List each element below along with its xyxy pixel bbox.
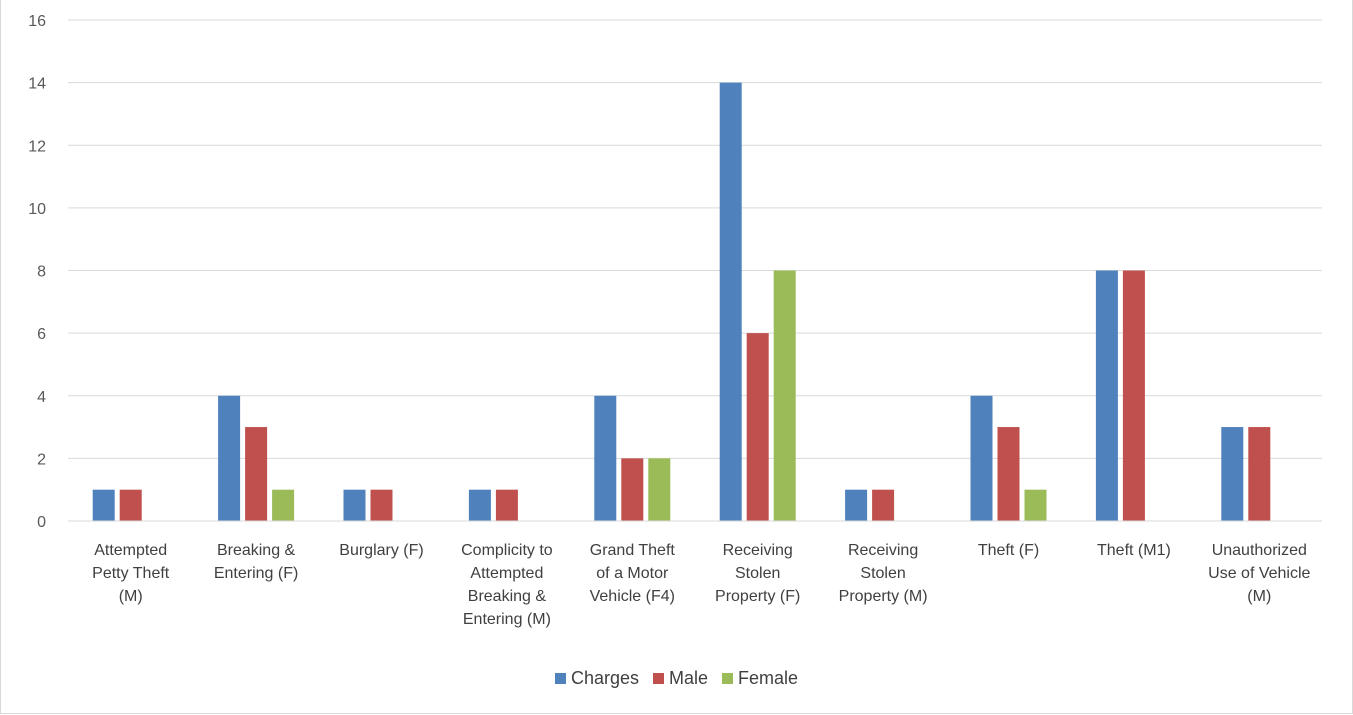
bar-male — [997, 427, 1020, 521]
y-tick-label: 14 — [28, 76, 46, 93]
y-tick-label: 6 — [37, 326, 46, 343]
x-category-label: Attempted — [94, 542, 167, 559]
legend-item-charges: Charges — [554, 668, 639, 689]
x-category-label: Burglary (F) — [339, 542, 423, 559]
bar-male — [370, 489, 393, 521]
x-category-label: Theft (M1) — [1097, 542, 1171, 559]
bar-female — [773, 270, 796, 521]
bar-charges — [1221, 427, 1244, 521]
bar-male — [872, 489, 895, 521]
legend-item-female: Female — [722, 668, 798, 689]
bar-male — [621, 458, 644, 521]
y-tick-label: 16 — [28, 13, 46, 30]
x-category-label: Unauthorized — [1212, 542, 1307, 559]
legend-swatch — [554, 673, 566, 684]
y-tick-label: 8 — [37, 264, 46, 281]
legend-label: Female — [738, 668, 799, 688]
bar-charges — [468, 489, 491, 521]
bar-female — [648, 458, 671, 521]
bar-male — [495, 489, 518, 521]
x-category-label: Entering (F) — [214, 565, 298, 582]
x-category-label: Complicity to — [461, 542, 553, 559]
bar-charges — [594, 395, 617, 521]
x-category-label: Breaking & — [217, 542, 296, 559]
bar-charges — [845, 489, 868, 521]
bar-charges — [343, 489, 366, 521]
legend-label: Charges — [570, 668, 639, 688]
x-category-label: Attempted — [470, 565, 543, 582]
x-category-label: Petty Theft — [92, 565, 170, 582]
x-category-label: Breaking & — [468, 588, 547, 605]
y-tick-label: 12 — [28, 138, 46, 155]
bar-charges — [719, 82, 742, 521]
bar-charges — [218, 395, 241, 521]
x-category-label: Receiving — [723, 542, 793, 559]
x-category-label: Vehicle (F4) — [590, 588, 675, 605]
x-category-label: Theft (F) — [978, 542, 1039, 559]
x-category-label: Grand Theft — [590, 542, 676, 559]
bar-male — [119, 489, 142, 521]
bar-male — [1122, 270, 1145, 521]
y-tick-label: 2 — [37, 451, 46, 468]
x-category-label: Receiving — [848, 542, 918, 559]
bar-charges — [1095, 270, 1118, 521]
x-category-label: Stolen — [860, 565, 905, 582]
x-category-label: Property (M) — [839, 588, 928, 605]
legend-swatch — [722, 673, 734, 684]
legend-swatch — [653, 673, 664, 684]
y-tick-label: 10 — [28, 201, 46, 218]
x-category-label: (M) — [1247, 588, 1271, 605]
bar-male — [245, 427, 268, 521]
bar-female — [272, 489, 295, 521]
legend-label: Male — [669, 668, 709, 688]
bar-charges — [92, 489, 115, 521]
bar-charges — [970, 395, 993, 521]
bar-male — [1248, 427, 1271, 521]
x-category-label: Entering (M) — [463, 611, 551, 628]
x-category-label: Use of Vehicle — [1208, 565, 1310, 582]
x-category-label: (M) — [119, 588, 143, 605]
bar-female — [1024, 489, 1047, 521]
x-category-label: of a Motor — [596, 565, 669, 582]
chart-legend: Charges Male Female — [0, 668, 1353, 689]
y-tick-label: 0 — [37, 514, 46, 531]
y-tick-label: 4 — [37, 389, 46, 406]
legend-item-male: Male — [653, 668, 708, 689]
bar-male — [746, 333, 769, 521]
x-category-label: Property (F) — [715, 588, 800, 605]
x-category-label: Stolen — [735, 565, 780, 582]
